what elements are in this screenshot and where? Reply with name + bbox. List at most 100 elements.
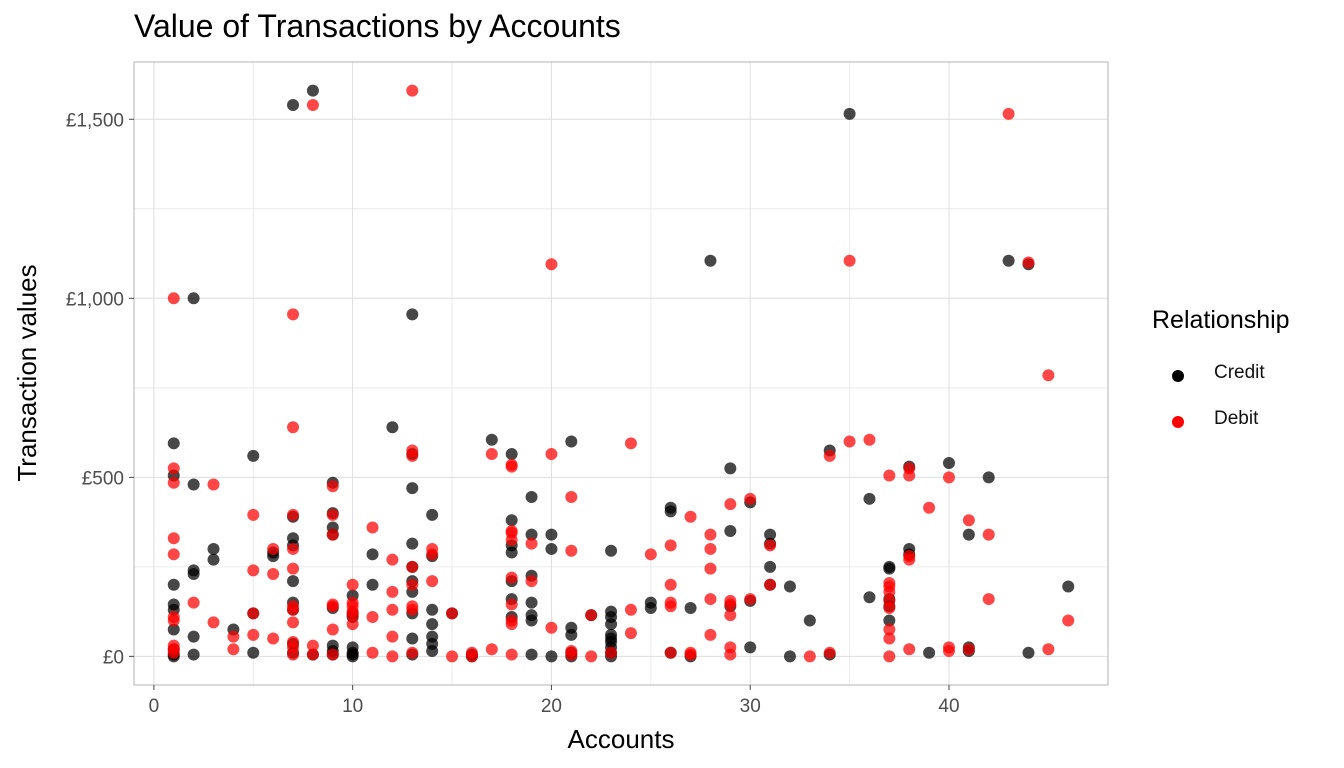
data-point-debit	[505, 533, 518, 546]
data-point-debit	[565, 491, 578, 504]
data-point-debit	[267, 568, 280, 581]
data-point-credit	[744, 641, 757, 654]
data-point-debit	[903, 643, 916, 656]
data-point-credit	[167, 437, 180, 450]
y-tick-label: £1,000	[66, 289, 124, 310]
data-point-credit	[843, 107, 856, 120]
panel-border	[133, 61, 1109, 686]
legend-credit-label: Credit	[1214, 362, 1265, 383]
data-point-debit	[942, 644, 955, 657]
data-point-debit	[326, 528, 339, 541]
data-point-debit	[545, 258, 558, 271]
x-tick-label: 10	[342, 696, 363, 717]
data-point-debit	[366, 646, 379, 659]
data-point-credit	[505, 546, 518, 559]
data-point-credit	[187, 478, 200, 491]
data-point-credit	[764, 528, 777, 541]
data-point-debit	[306, 648, 319, 661]
data-point-debit	[426, 548, 439, 561]
data-point-debit	[863, 433, 876, 446]
data-point-credit	[803, 614, 816, 627]
data-point-credit	[426, 644, 439, 657]
data-point-debit	[306, 639, 319, 652]
data-point-debit	[187, 596, 200, 609]
data-point-credit	[565, 435, 578, 448]
data-point-debit	[366, 610, 379, 623]
data-point-debit	[903, 469, 916, 482]
data-point-debit	[247, 628, 260, 641]
data-point-debit	[843, 435, 856, 448]
data-point-debit	[982, 593, 995, 606]
data-point-debit	[386, 585, 399, 598]
x-tick-label: 40	[938, 696, 959, 717]
data-point-debit	[1002, 107, 1015, 120]
data-point-credit	[406, 632, 419, 645]
data-point-debit	[505, 618, 518, 631]
data-point-credit	[386, 421, 399, 434]
data-point-debit	[545, 621, 558, 634]
data-point-credit	[605, 544, 618, 557]
data-point-debit	[247, 607, 260, 620]
data-point-debit	[585, 650, 598, 663]
data-point-debit	[724, 498, 737, 511]
y-axis-label: Transaction values	[12, 264, 42, 481]
data-point-debit	[704, 562, 717, 575]
data-point-debit	[446, 607, 459, 620]
data-point-debit	[227, 630, 240, 643]
data-point-debit	[565, 648, 578, 661]
data-point-debit	[624, 437, 637, 450]
legend-item-debit: Debit	[1152, 399, 1290, 445]
data-point-credit	[406, 537, 419, 550]
data-point-debit	[287, 562, 300, 575]
data-point-debit	[287, 542, 300, 555]
data-point-debit	[247, 508, 260, 521]
data-point-debit	[346, 618, 359, 631]
data-point-credit	[545, 650, 558, 663]
data-point-debit	[883, 650, 896, 663]
data-point-debit	[664, 539, 677, 552]
data-point-credit	[704, 254, 717, 267]
data-point-credit	[565, 628, 578, 641]
data-point-debit	[684, 648, 697, 661]
y-tick-label: £0	[103, 647, 124, 668]
data-point-debit	[942, 471, 955, 484]
data-point-debit	[1042, 643, 1055, 656]
data-point-credit	[1062, 580, 1075, 593]
data-point-debit	[287, 308, 300, 321]
data-point-debit	[406, 603, 419, 616]
data-point-debit	[406, 578, 419, 591]
data-point-debit	[485, 448, 498, 461]
data-point-debit	[167, 462, 180, 475]
data-point-credit	[863, 492, 876, 505]
data-point-credit	[505, 514, 518, 527]
series-debit	[167, 84, 1075, 663]
data-point-credit	[406, 308, 419, 321]
data-point-debit	[505, 460, 518, 473]
legend-item-credit: Credit	[1152, 353, 1290, 399]
data-point-debit	[883, 585, 896, 598]
data-point-debit	[624, 627, 637, 640]
data-point-credit	[605, 618, 618, 631]
data-point-debit	[287, 508, 300, 521]
legend-debit-label: Debit	[1214, 408, 1259, 429]
data-point-debit	[326, 623, 339, 636]
data-point-credit	[525, 596, 538, 609]
data-point-credit	[664, 505, 677, 518]
data-point-debit	[326, 648, 339, 661]
data-point-debit	[764, 539, 777, 552]
data-point-credit	[505, 448, 518, 461]
data-point-debit	[287, 603, 300, 616]
data-point-credit	[366, 548, 379, 561]
data-point-debit	[167, 476, 180, 489]
legend-title: Relationship	[1152, 306, 1290, 334]
data-point-debit	[843, 254, 856, 267]
legend-credit-dot	[1172, 370, 1184, 382]
data-point-credit	[883, 562, 896, 575]
data-point-credit	[545, 528, 558, 541]
axes: 0 10 20 30 40 £0 £500 £1,000 £1,500	[66, 110, 960, 717]
data-point-debit	[446, 650, 459, 663]
data-point-credit	[545, 542, 558, 555]
data-point-debit	[287, 421, 300, 434]
data-point-debit	[1062, 614, 1075, 627]
data-point-credit	[783, 580, 796, 593]
